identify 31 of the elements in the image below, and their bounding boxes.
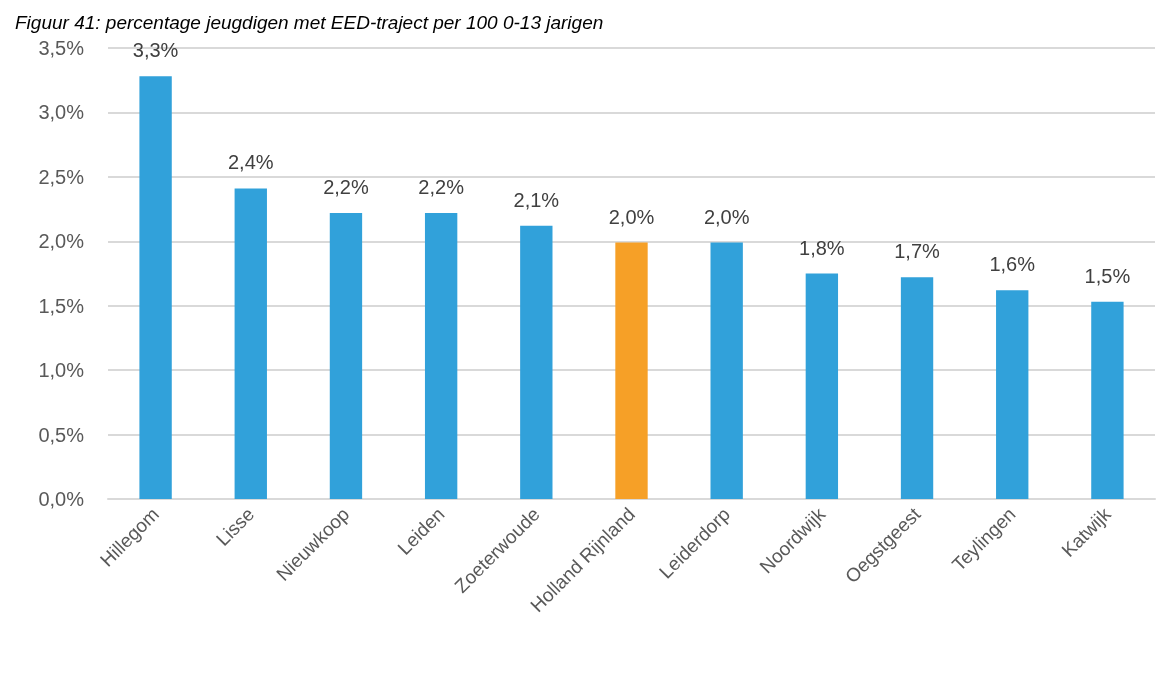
data-label: 2,1%: [513, 188, 560, 211]
data-label: 2,2%: [418, 175, 465, 198]
data-label: 1,5%: [1084, 264, 1131, 287]
bar: [900, 277, 934, 499]
bar: [234, 188, 267, 499]
y-tick-label: 3,5%: [38, 37, 85, 59]
bar: [329, 212, 363, 499]
y-tick-label: 1,5%: [38, 294, 85, 317]
chart-title: Figuur 41: percentage jeugdigen met EED-traject per 100 0-13 jarigen: [15, 12, 604, 33]
bar: [520, 225, 553, 499]
data-label: 2,0%: [608, 205, 655, 228]
data-label: 1,6%: [989, 253, 1036, 276]
y-tick-label: 3,0%: [38, 101, 85, 124]
bar: [615, 242, 648, 499]
bar: [805, 273, 839, 499]
bar: [1091, 301, 1124, 499]
bar: [139, 76, 172, 499]
data-label: 2,4%: [227, 151, 274, 174]
bar: [996, 290, 1029, 499]
data-label: 3,3%: [132, 39, 179, 62]
bar: [710, 242, 743, 499]
data-label: 2,2%: [323, 175, 369, 198]
y-tick-label: 0,5%: [38, 423, 85, 446]
y-tick-label: 0,0%: [38, 488, 85, 510]
data-label: 1,8%: [799, 236, 845, 259]
y-tick-label: 2,0%: [38, 230, 85, 253]
data-label: 2,0%: [703, 205, 750, 228]
y-tick-label: 2,5%: [38, 165, 85, 188]
data-label: 1,7%: [894, 240, 941, 263]
y-tick-label: 1,0%: [38, 359, 85, 382]
bar: [424, 212, 458, 499]
